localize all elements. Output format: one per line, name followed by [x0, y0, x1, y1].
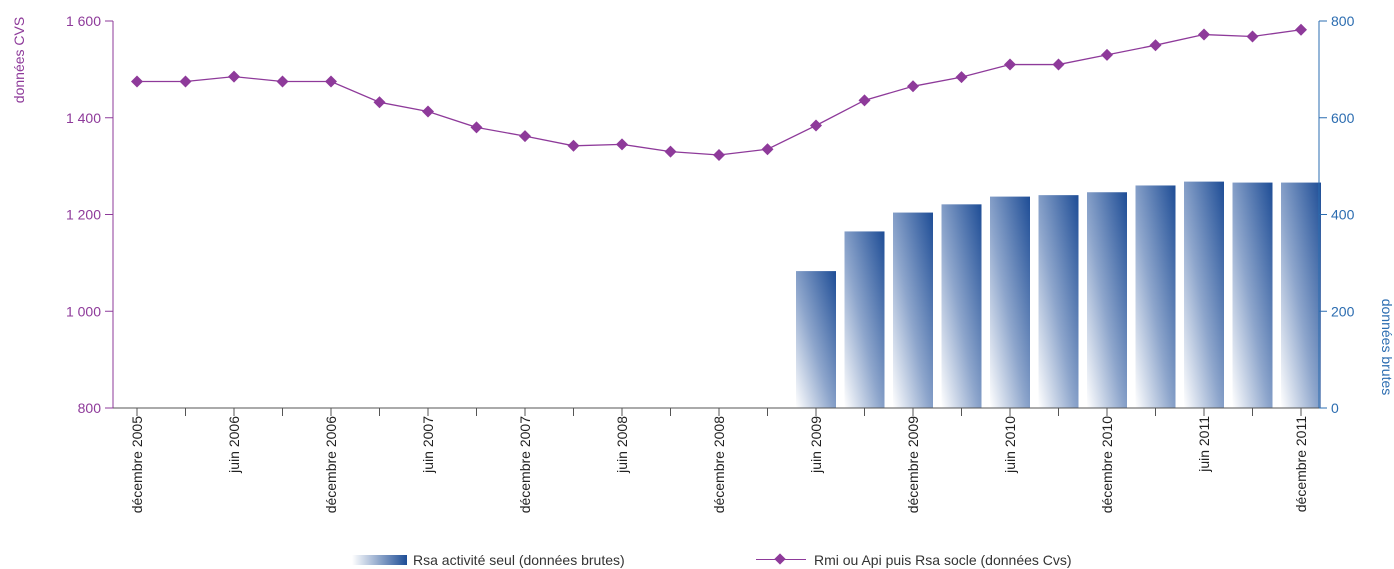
bar: [941, 204, 982, 408]
x-tick-label: décembre 2010: [1099, 416, 1115, 514]
data-point-marker: [713, 148, 725, 161]
data-point-marker: [955, 71, 968, 84]
y-right-tick-label: 800: [1331, 13, 1355, 29]
x-tick-label: décembre 2007: [517, 416, 533, 514]
y-left-tick-label: 1 000: [66, 303, 101, 319]
bar: [1038, 195, 1079, 408]
legend-line-swatch: [756, 553, 806, 566]
y-left-tick-label: 1 400: [66, 110, 101, 126]
bar: [1135, 185, 1176, 408]
legend-label-bars: Rsa activité seul (données brutes): [413, 552, 625, 568]
x-tick-label: décembre 2008: [711, 416, 727, 514]
x-tick-label: décembre 2011: [1293, 416, 1309, 512]
data-point-marker: [1246, 30, 1259, 43]
bar: [990, 196, 1030, 408]
bar: [1087, 192, 1127, 408]
data-point-marker: [616, 138, 628, 151]
data-point-marker: [1052, 58, 1065, 71]
bar: [844, 231, 885, 408]
x-tick-label: décembre 2006: [323, 416, 339, 514]
data-point-marker: [1101, 48, 1113, 61]
y-left-axis-label: données CVS: [11, 17, 27, 103]
data-point-marker: [276, 75, 289, 88]
data-point-marker: [1295, 23, 1307, 36]
data-point-marker: [664, 145, 677, 158]
y-right-axis-label: données brutes: [1379, 299, 1394, 396]
x-tick-label: juin 2007: [420, 416, 436, 474]
x-tick-label: juin 2008: [614, 416, 630, 474]
legend-bar-swatch: [352, 555, 407, 565]
bar: [1232, 182, 1273, 408]
data-point-marker: [519, 130, 531, 143]
x-tick-label: décembre 2009: [905, 416, 921, 514]
series-line: [137, 29, 1302, 156]
data-point-marker: [470, 121, 483, 134]
bar: [1184, 181, 1224, 408]
data-point-marker: [422, 105, 434, 118]
data-point-marker: [1198, 28, 1210, 41]
x-tick-label: juin 2011: [1196, 416, 1212, 473]
data-point-marker: [228, 70, 240, 83]
data-point-marker: [325, 75, 337, 88]
bar: [796, 271, 836, 408]
x-tick-label: juin 2010: [1002, 416, 1018, 474]
x-tick-label: juin 2006: [226, 416, 242, 474]
data-point-marker: [1149, 39, 1162, 52]
y-right-tick-label: 400: [1331, 207, 1355, 223]
y-left-tick-label: 800: [78, 400, 102, 416]
line-layer: [131, 23, 1307, 161]
data-point-marker: [761, 143, 774, 156]
y-left-tick-label: 1 600: [66, 13, 101, 29]
text-layer: 800 1 000 1 200 1 400 1 600 données CVS 0 200 40…: [11, 13, 1394, 513]
y-right-tick-label: 200: [1331, 303, 1355, 319]
data-point-marker: [858, 94, 871, 107]
data-point-marker: [373, 96, 386, 109]
data-point-marker: [1004, 58, 1016, 71]
legend-item-line: Rmi ou Api puis Rsa socle (données Cvs): [756, 552, 1072, 568]
axes-layer: [105, 20, 1327, 416]
data-point-marker: [179, 75, 192, 88]
y-left-tick-label: 1 200: [66, 207, 101, 223]
y-right-tick-label: 0: [1331, 400, 1339, 416]
data-point-marker: [131, 75, 143, 88]
x-tick-label: décembre 2005: [129, 416, 145, 514]
bars-layer: [796, 181, 1321, 408]
legend-item-bars: Rsa activité seul (données brutes): [352, 552, 625, 568]
data-point-marker: [567, 139, 580, 152]
legend-label-line: Rmi ou Api puis Rsa socle (données Cvs): [814, 552, 1072, 568]
data-point-marker: [907, 80, 919, 93]
x-tick-label: juin 2009: [808, 416, 824, 474]
data-point-marker: [810, 119, 822, 132]
bar: [1281, 182, 1321, 408]
legend: Rsa activité seul (données brutes) Rmi o…: [0, 552, 1394, 569]
bar: [893, 212, 933, 408]
y-right-tick-label: 600: [1331, 110, 1355, 126]
